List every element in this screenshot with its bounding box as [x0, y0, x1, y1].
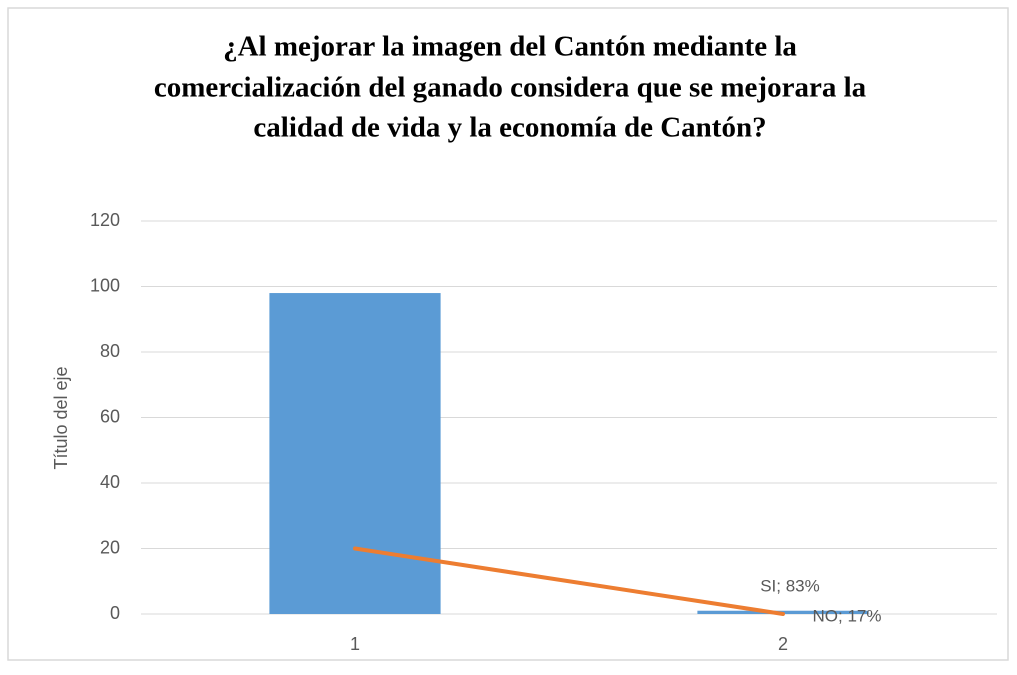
x-tick-label: 1 [350, 634, 360, 654]
chart-title: calidad de vida y la economía de Cantón? [253, 112, 766, 144]
y-tick-label: 40 [100, 472, 120, 492]
line [353, 546, 785, 616]
chart-title: comercialización del ganado considera qu… [154, 72, 867, 104]
y-tick-label: 100 [90, 275, 120, 295]
data-label: SI; 83% [760, 576, 820, 595]
y-tick-label: 60 [100, 406, 120, 426]
y-tick-label: 0 [110, 603, 120, 623]
y-tick-label: 120 [90, 210, 120, 230]
y-axis-title: Título del eje [51, 366, 71, 469]
data-label: NO; 17% [813, 606, 882, 625]
chart-title: ¿Al mejorar la imagen del Cantón mediant… [223, 31, 797, 63]
y-tick-label: 80 [100, 341, 120, 361]
bar [269, 293, 441, 614]
chart-border [7, 7, 1009, 661]
y-tick-label: 20 [100, 537, 120, 557]
x-tick-label: 2 [778, 634, 788, 654]
